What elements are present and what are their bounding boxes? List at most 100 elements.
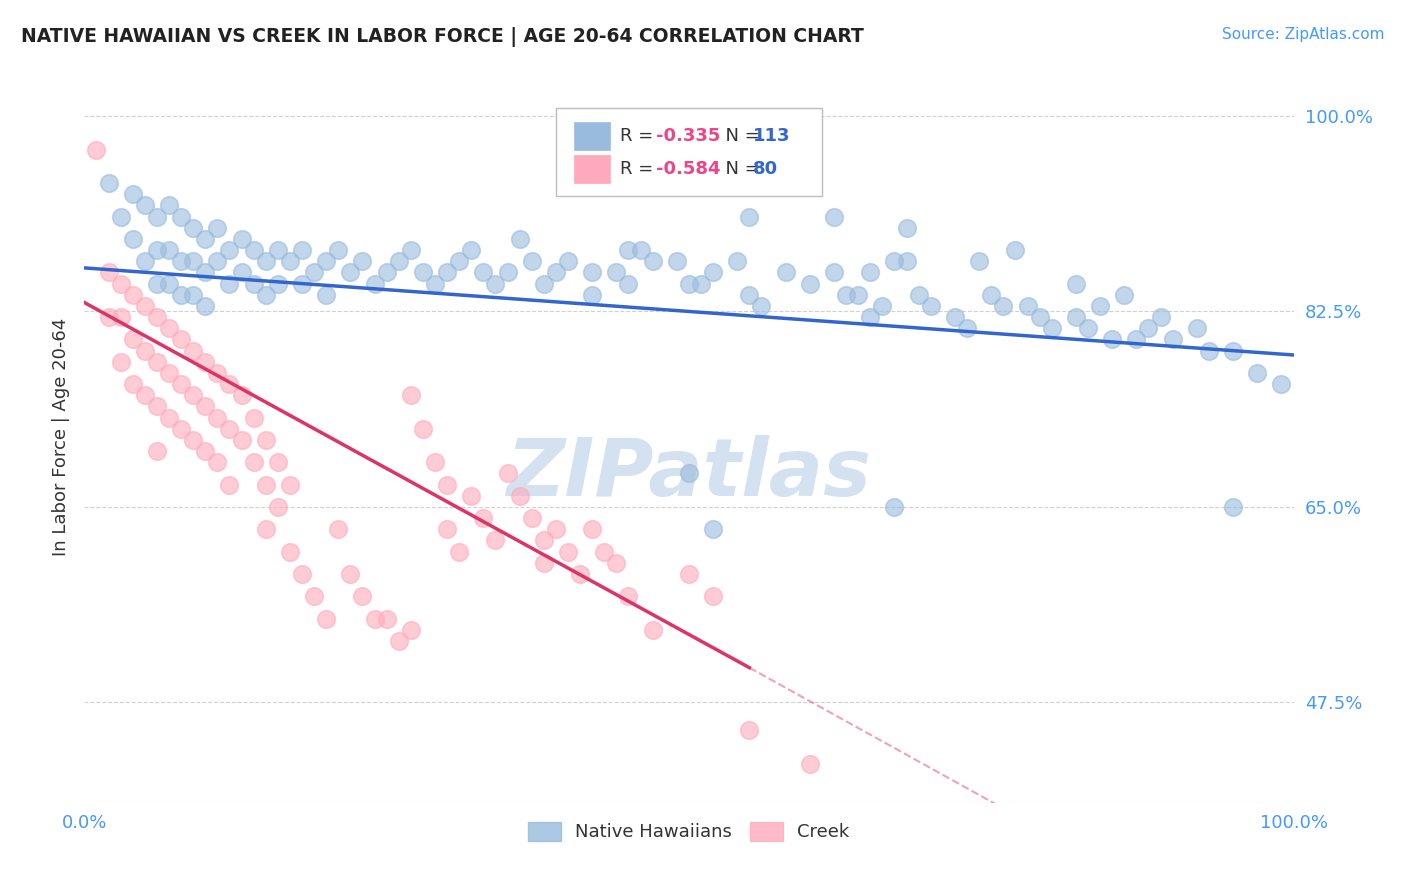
Point [194, 354, 217, 368]
Point [231, 265, 253, 279]
Point [121, 377, 143, 392]
Point [678, 467, 700, 481]
Point [738, 287, 761, 301]
Text: -0.335: -0.335 [657, 127, 721, 145]
Text: 80: 80 [754, 161, 778, 178]
Point [267, 500, 290, 514]
Point [412, 265, 434, 279]
Point [194, 299, 217, 313]
Point [181, 220, 204, 235]
Text: R =: R = [620, 127, 659, 145]
Point [97, 176, 120, 190]
Bar [574, 155, 610, 183]
Point [605, 556, 627, 570]
Point [157, 198, 180, 212]
Point [110, 310, 132, 324]
Point [738, 210, 761, 224]
FancyBboxPatch shape [555, 108, 823, 195]
Point [146, 310, 169, 324]
Point [363, 611, 385, 625]
Point [170, 332, 193, 346]
Point [181, 287, 204, 301]
Point [399, 623, 422, 637]
Point [569, 566, 592, 581]
Point [121, 332, 143, 346]
Text: Source: ZipAtlas.com: Source: ZipAtlas.com [1222, 27, 1385, 42]
Point [533, 533, 555, 548]
Point [1028, 310, 1050, 324]
Point [484, 533, 506, 548]
Legend: Native Hawaiians, Creek: Native Hawaiians, Creek [522, 814, 856, 848]
Point [557, 544, 579, 558]
Point [254, 522, 277, 536]
Point [231, 433, 253, 447]
Point [254, 287, 277, 301]
Point [980, 287, 1002, 301]
Point [375, 611, 398, 625]
Point [967, 254, 990, 268]
Point [678, 566, 700, 581]
Point [86, 143, 108, 157]
Point [702, 589, 724, 603]
Point [134, 299, 156, 313]
Point [218, 377, 240, 392]
Point [533, 556, 555, 570]
Point [449, 544, 471, 558]
Point [509, 232, 531, 246]
Point [993, 299, 1015, 313]
Point [267, 243, 290, 257]
Point [399, 388, 422, 402]
Point [97, 265, 120, 279]
Point [557, 254, 579, 268]
Point [291, 243, 314, 257]
Point [121, 232, 143, 246]
Point [859, 265, 882, 279]
Point [823, 265, 845, 279]
Point [388, 254, 411, 268]
Point [291, 566, 314, 581]
Point [544, 265, 567, 279]
Point [146, 400, 169, 414]
Point [1004, 243, 1026, 257]
Point [738, 723, 761, 738]
Point [146, 210, 169, 224]
Point [496, 467, 519, 481]
Text: -0.584: -0.584 [657, 161, 721, 178]
Point [436, 522, 458, 536]
Point [328, 522, 350, 536]
Point [896, 220, 918, 235]
Point [218, 243, 240, 257]
Point [157, 410, 180, 425]
Point [242, 410, 264, 425]
Point [533, 277, 555, 291]
Point [194, 232, 217, 246]
Point [146, 354, 169, 368]
Point [121, 187, 143, 202]
Text: N =: N = [714, 161, 766, 178]
Point [1040, 321, 1063, 335]
Point [1101, 332, 1123, 346]
Point [665, 254, 688, 268]
Point [484, 277, 506, 291]
Point [207, 220, 229, 235]
Point [146, 277, 169, 291]
Point [146, 243, 169, 257]
Point [278, 477, 301, 491]
Point [315, 611, 337, 625]
Text: ZIPatlas: ZIPatlas [506, 434, 872, 513]
Point [134, 198, 156, 212]
Point [799, 756, 821, 771]
Point [678, 277, 700, 291]
Point [1149, 310, 1171, 324]
Point [157, 243, 180, 257]
Text: N =: N = [714, 127, 766, 145]
Point [496, 265, 519, 279]
Point [170, 287, 193, 301]
Point [436, 477, 458, 491]
Point [181, 343, 204, 358]
Point [157, 366, 180, 380]
Point [157, 321, 180, 335]
Point [254, 477, 277, 491]
Point [328, 243, 350, 257]
Point [302, 265, 325, 279]
